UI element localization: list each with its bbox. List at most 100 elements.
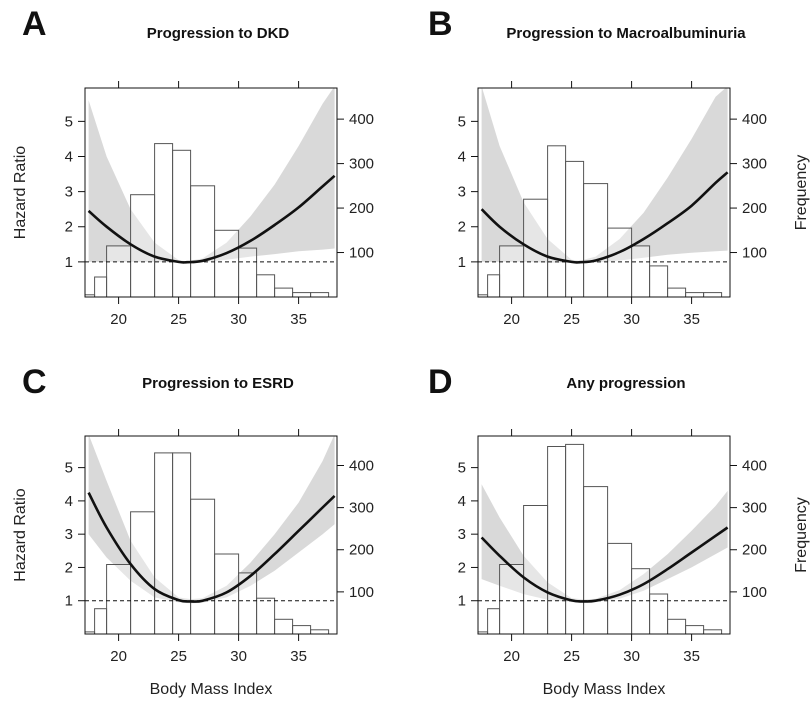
y-tick-label-right: 100 xyxy=(742,584,767,601)
histogram-bar xyxy=(631,245,651,297)
histogram-bar xyxy=(94,608,108,634)
panel-b: B Progression to Macroalbuminuria 20 25 30… xyxy=(428,5,810,328)
hazard-ratio-curve xyxy=(480,171,729,264)
hazard-ratio-curve xyxy=(87,492,336,603)
histogram-bar xyxy=(607,542,633,634)
histogram-bar xyxy=(190,185,216,297)
y-tick-label-left: 1 xyxy=(458,254,466,271)
histogram-bar xyxy=(583,486,609,634)
histogram-bar xyxy=(274,618,294,634)
y-tick-label-right: 400 xyxy=(349,457,374,474)
y-tick-label-left: 2 xyxy=(65,219,73,236)
confidence-band xyxy=(88,436,335,604)
hazard-ratio-curve xyxy=(480,526,729,603)
histogram-bar xyxy=(238,247,258,297)
histogram-bar xyxy=(523,198,549,297)
plot-area-b xyxy=(478,88,730,297)
panel-letter-d: D xyxy=(428,363,453,401)
plot-area-c xyxy=(85,436,337,634)
panel-letter-c: C xyxy=(22,363,47,401)
histogram-bar xyxy=(487,274,501,297)
y-tick-label-left: 4 xyxy=(65,148,73,165)
x-tick-label: 25 xyxy=(170,648,187,665)
histogram-bar xyxy=(565,160,585,297)
histogram-bar xyxy=(190,498,216,634)
x-tick-label: 35 xyxy=(683,311,700,328)
panel-title-c: Progression to ESRD xyxy=(142,375,294,392)
plot-frame xyxy=(477,435,731,635)
x-tick-label: 20 xyxy=(503,311,520,328)
plot-frame xyxy=(477,87,731,298)
x-tick-label: 35 xyxy=(683,648,700,665)
histogram-bar xyxy=(685,625,705,634)
y-tick-label-left: 5 xyxy=(458,460,466,477)
y-tick-label-right: 100 xyxy=(349,245,374,262)
x-tick-label: 20 xyxy=(503,648,520,665)
plot-area-d xyxy=(478,443,730,634)
y-tick-label-left: 5 xyxy=(65,113,73,130)
histogram-bar xyxy=(172,452,192,634)
y-tick-label-right: 200 xyxy=(742,200,767,217)
histogram-bar xyxy=(547,446,567,634)
histogram-bar xyxy=(106,245,132,297)
y-tick-label-right: 100 xyxy=(742,245,767,262)
plot-frame xyxy=(84,87,338,298)
y-tick-label-right: 200 xyxy=(742,542,767,559)
histogram-bar xyxy=(685,292,705,297)
y-axis-title-right: Frequency xyxy=(793,155,810,231)
y-tick-label-left: 1 xyxy=(65,593,73,610)
y-tick-label-left: 3 xyxy=(458,184,466,201)
x-tick-label: 30 xyxy=(623,648,640,665)
y-tick-label-right: 300 xyxy=(349,500,374,517)
histogram-bar xyxy=(310,292,330,297)
hazard-ratio-curve xyxy=(87,174,336,264)
y-tick-label-left: 3 xyxy=(65,184,73,201)
y-tick-label-right: 300 xyxy=(742,500,767,517)
y-axis-title-left: Hazard Ratio xyxy=(12,488,29,581)
panel-letter-a: A xyxy=(22,5,47,43)
confidence-band xyxy=(481,88,728,264)
histogram-bar xyxy=(649,265,669,297)
histogram-bar xyxy=(487,608,501,634)
histogram-bar xyxy=(214,229,240,297)
histogram-bar xyxy=(292,625,312,634)
histogram-bar xyxy=(667,618,687,634)
histogram-bar xyxy=(214,553,240,634)
y-tick-label-left: 3 xyxy=(458,526,466,543)
histogram-bar xyxy=(106,564,132,634)
histogram-bar xyxy=(607,227,633,297)
histogram-bar xyxy=(667,287,687,297)
panel-title-d: Any progression xyxy=(566,375,685,392)
y-axis-title-left: Hazard Ratio xyxy=(12,146,29,239)
x-tick-label: 30 xyxy=(230,311,247,328)
histogram-bar xyxy=(172,149,192,297)
x-tick-label: 35 xyxy=(290,648,307,665)
y-tick-label-right: 200 xyxy=(349,200,374,217)
histogram-bar xyxy=(499,245,525,297)
confidence-band xyxy=(481,484,728,603)
histogram-bar xyxy=(310,629,330,634)
histogram-bar xyxy=(649,593,669,634)
histogram-bar xyxy=(583,183,609,297)
histogram-bar xyxy=(256,597,276,634)
x-tick-label: 25 xyxy=(170,311,187,328)
confidence-band xyxy=(88,88,335,263)
histogram-bar xyxy=(631,568,651,634)
panel-d: D Any progression 20 25 30 35 1 2 3 4 5 100 200 300… xyxy=(428,363,810,698)
plot-area-a xyxy=(85,88,337,297)
y-tick-label-left: 5 xyxy=(65,460,73,477)
y-tick-label-left: 5 xyxy=(458,113,466,130)
y-tick-label-left: 4 xyxy=(458,493,466,510)
histogram-bar xyxy=(292,292,312,297)
y-tick-label-right: 300 xyxy=(349,156,374,173)
y-tick-label-left: 2 xyxy=(458,559,466,576)
x-axis-title: Body Mass Index xyxy=(543,681,666,698)
y-tick-label-left: 3 xyxy=(65,526,73,543)
x-tick-label: 25 xyxy=(563,648,580,665)
y-tick-label-right: 300 xyxy=(742,156,767,173)
histogram-bar xyxy=(703,629,723,634)
x-tick-label: 20 xyxy=(110,311,127,328)
y-tick-label-right: 400 xyxy=(742,457,767,474)
panel-title-b: Progression to Macroalbuminuria xyxy=(506,25,746,42)
